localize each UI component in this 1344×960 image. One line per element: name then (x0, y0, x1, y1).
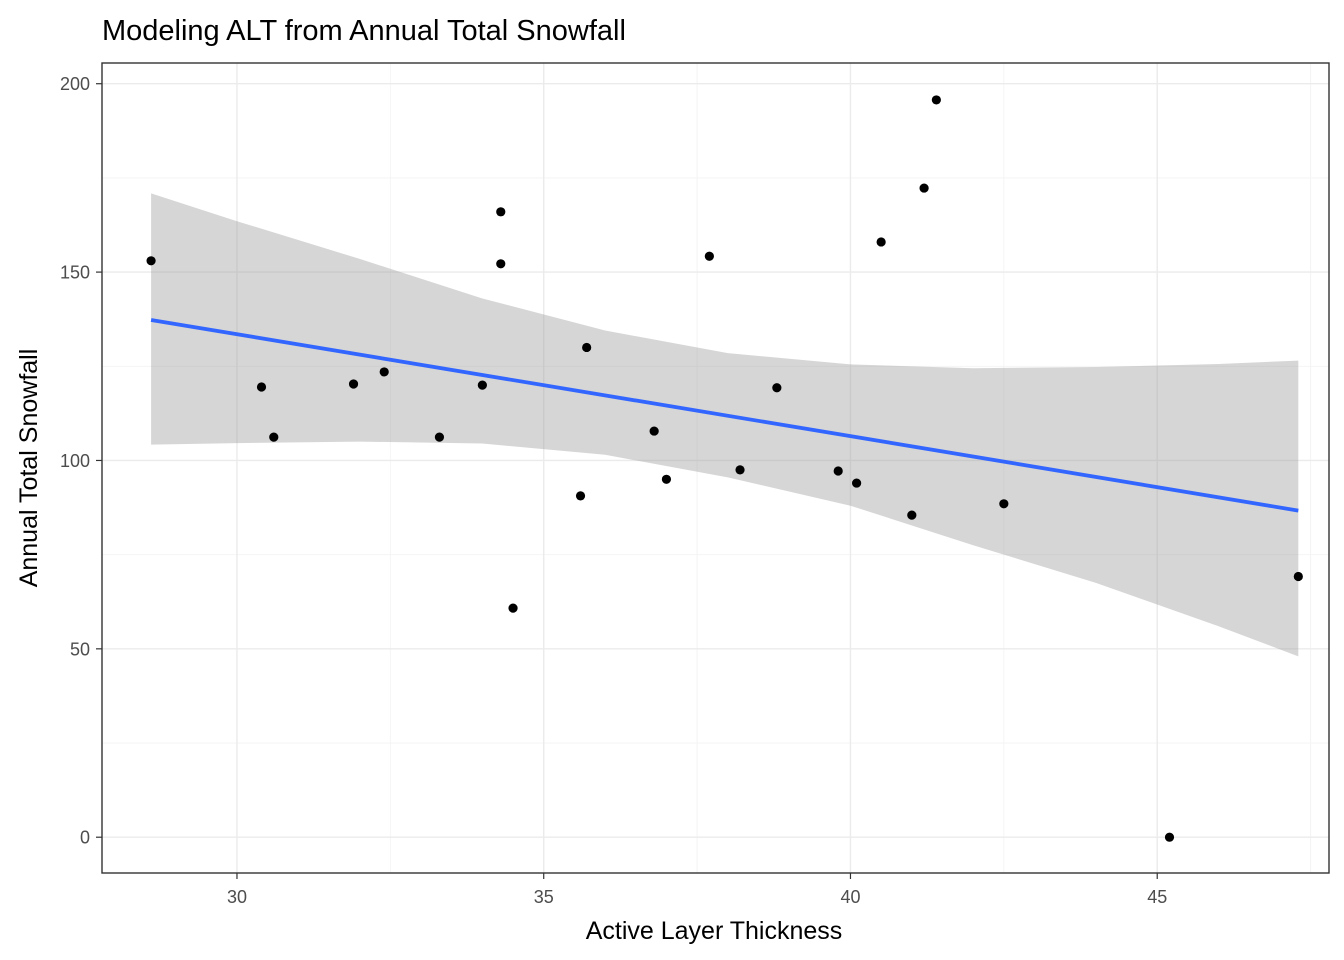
confidence-ribbon (151, 193, 1299, 657)
y-tick-label: 150 (60, 263, 90, 283)
data-point (434, 432, 445, 442)
data-point (256, 382, 267, 392)
data-point (852, 478, 862, 488)
x-tick-label: 30 (227, 887, 247, 907)
x-axis: 30 35 40 45 (227, 873, 1167, 907)
y-tick-label: 0 (80, 828, 90, 848)
data-point (508, 603, 518, 613)
data-point (496, 259, 506, 269)
data-point (575, 491, 586, 501)
data-point (1164, 832, 1175, 842)
confidence-band (151, 193, 1299, 657)
data-point (649, 426, 659, 436)
data-point (772, 383, 782, 393)
data-point (735, 465, 745, 475)
data-point (919, 183, 929, 193)
y-axis-title: Annual Total Snowfall (15, 349, 43, 588)
panel-border (101, 62, 1330, 874)
data-point (999, 499, 1009, 509)
data-point (477, 380, 487, 390)
data-point (833, 466, 843, 476)
minor-gridlines (102, 63, 1329, 873)
data-point (496, 207, 506, 217)
data-point (661, 474, 672, 484)
data-point (379, 367, 389, 377)
x-tick-label: 35 (534, 887, 554, 907)
chart-title: Modeling ALT from Annual Total Snowfall (102, 15, 626, 47)
regression-line-layer (150, 318, 1299, 513)
x-tick-label: 40 (840, 887, 860, 907)
x-tick-label: 45 (1147, 887, 1167, 907)
data-point (582, 342, 592, 353)
y-tick-label: 50 (70, 639, 90, 659)
data-point (146, 256, 156, 266)
data-point (1293, 571, 1303, 582)
regression-line (150, 318, 1299, 513)
data-point (704, 251, 714, 261)
data-point (269, 432, 279, 442)
major-gridlines (102, 63, 1329, 873)
y-tick-label: 100 (60, 451, 90, 471)
x-axis-title: Active Layer Thickness (586, 917, 843, 945)
data-point (876, 237, 886, 247)
data-point (348, 379, 359, 389)
data-points (146, 95, 1303, 842)
data-point (907, 510, 917, 520)
y-tick-label: 200 (60, 74, 90, 94)
y-axis: 0 50 100 150 200 (60, 74, 102, 848)
data-point (931, 95, 941, 105)
